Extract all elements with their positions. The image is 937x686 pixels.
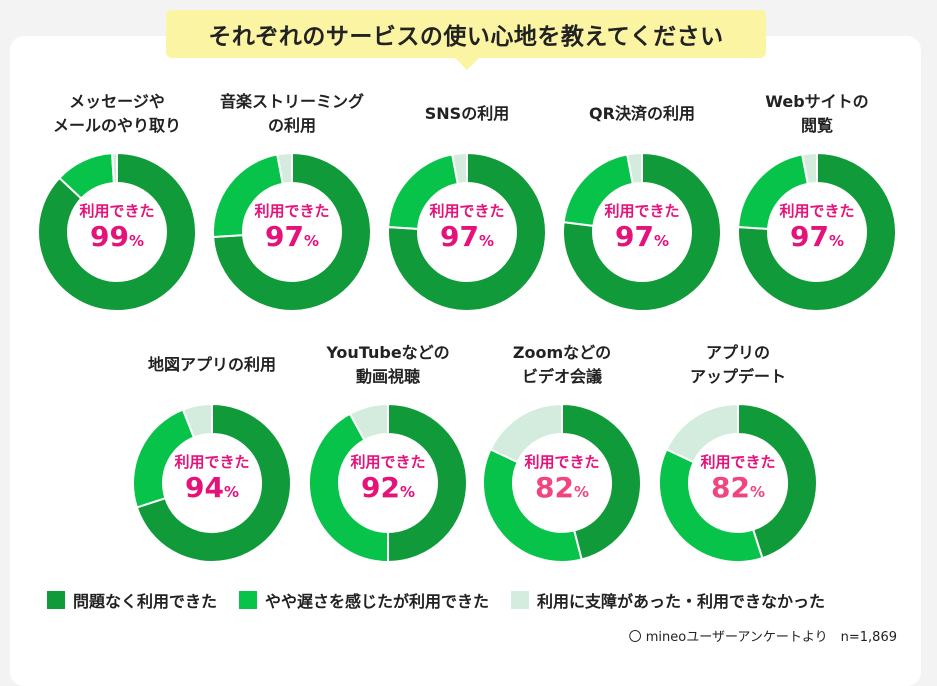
legend-swatch-slightly-slow xyxy=(239,591,258,609)
chart-label: Webサイトの 閲覧 xyxy=(765,92,869,135)
chart-label: アプリの アップデート xyxy=(689,343,786,386)
legend-label-slightly-slow: やや遅さを感じたが利用できた xyxy=(265,592,490,611)
donut-hole xyxy=(513,434,611,532)
usable-percent: 97% xyxy=(440,220,494,253)
donut-hole xyxy=(418,183,516,281)
percent-sign: % xyxy=(303,232,319,250)
donut-center: 利用できた 99% xyxy=(37,152,197,312)
donut-hole xyxy=(689,434,787,532)
donut-chart: 利用できた 97% xyxy=(387,152,547,312)
donut-chart: 利用できた 97% xyxy=(562,152,722,312)
donut-hole xyxy=(768,183,866,281)
donut-svg xyxy=(658,403,818,563)
donut-center: 利用できた 82% xyxy=(658,403,818,563)
title-pointer xyxy=(455,58,479,70)
usable-percent: 99% xyxy=(90,220,144,253)
percent-sign: % xyxy=(478,232,494,250)
legend-item-slightly-slow: やや遅さを感じたが利用できた xyxy=(239,588,489,612)
donut-center: 利用できた 92% xyxy=(308,403,468,563)
donut-center: 利用できた 97% xyxy=(212,152,372,312)
percent-sign: % xyxy=(653,232,669,250)
usable-caption: 利用できた xyxy=(174,453,250,471)
donut-svg xyxy=(132,403,292,563)
percent-sign: % xyxy=(828,232,844,250)
percent-sign: % xyxy=(573,483,589,501)
chart-label: SNSの利用 xyxy=(424,104,510,123)
page-title: それぞれのサービスの使い心地を教えてください xyxy=(166,10,766,58)
donut-hole xyxy=(593,183,691,281)
donut-chart: 利用できた 82% xyxy=(482,403,642,563)
donut-chart: 利用できた 94% xyxy=(132,403,292,563)
usable-percent: 97% xyxy=(790,220,844,253)
donut-center: 利用できた 97% xyxy=(737,152,897,312)
usable-percent: 82% xyxy=(535,471,589,504)
donut-svg xyxy=(562,152,722,312)
usable-caption: 利用できた xyxy=(779,202,855,220)
donut-svg xyxy=(212,152,372,312)
chart-label: メッセージや メールのやり取り xyxy=(52,92,181,135)
usable-caption: 利用できた xyxy=(350,453,426,471)
donut-svg xyxy=(482,403,642,563)
chart-label: Zoomなどの ビデオ会議 xyxy=(512,343,612,386)
source-note: 〇 mineoユーザーアンケートより n=1,869 xyxy=(628,630,897,645)
donut-hole xyxy=(163,434,261,532)
chart-label: 音楽ストリーミング の利用 xyxy=(219,92,364,135)
percent-sign: % xyxy=(223,483,239,501)
usable-caption: 利用できた xyxy=(524,453,600,471)
usable-percent: 94% xyxy=(185,471,239,504)
donut-svg xyxy=(387,152,547,312)
legend: 問題なく利用できた やや遅さを感じたが利用できた 利用に支障があった・利用できな… xyxy=(47,588,825,612)
chart-label: QR決済の利用 xyxy=(589,104,695,123)
donut-hole xyxy=(339,434,437,532)
percent-sign: % xyxy=(399,483,415,501)
donut-center: 利用できた 97% xyxy=(562,152,722,312)
usable-caption: 利用できた xyxy=(79,202,155,220)
percent-sign: % xyxy=(749,483,765,501)
donut-center: 利用できた 97% xyxy=(387,152,547,312)
donut-chart: 利用できた 99% xyxy=(37,152,197,312)
donut-chart: 利用できた 82% xyxy=(658,403,818,563)
usable-percent: 82% xyxy=(711,471,765,504)
usable-caption: 利用できた xyxy=(700,453,776,471)
donut-hole xyxy=(243,183,341,281)
usable-percent: 92% xyxy=(361,471,415,504)
donut-center: 利用できた 82% xyxy=(482,403,642,563)
slice-no-problem xyxy=(135,403,292,563)
usable-caption: 利用できた xyxy=(429,202,505,220)
legend-swatch-had-trouble xyxy=(511,591,530,609)
usable-percent: 97% xyxy=(265,220,319,253)
usable-percent: 97% xyxy=(615,220,669,253)
chart-label: 地図アプリの利用 xyxy=(147,355,276,374)
usable-caption: 利用できた xyxy=(604,202,680,220)
chart-label: YouTubeなどの 動画視聴 xyxy=(326,343,450,386)
donut-hole xyxy=(68,183,166,281)
chart-card xyxy=(10,36,921,686)
donut-center: 利用できた 94% xyxy=(132,403,292,563)
legend-swatch-no-problem xyxy=(47,591,65,609)
legend-item-no-problem: 問題なく利用できた xyxy=(47,588,217,612)
donut-chart: 利用できた 97% xyxy=(737,152,897,312)
legend-label-no-problem: 問題なく利用できた xyxy=(73,592,218,611)
legend-item-had-trouble: 利用に支障があった・利用できなかった xyxy=(511,588,825,612)
donut-chart: 利用できた 92% xyxy=(308,403,468,563)
usable-caption: 利用できた xyxy=(254,202,330,220)
percent-sign: % xyxy=(128,232,144,250)
donut-chart: 利用できた 97% xyxy=(212,152,372,312)
donut-svg xyxy=(737,152,897,312)
donut-svg xyxy=(308,403,468,563)
donut-svg xyxy=(37,152,197,312)
legend-label-had-trouble: 利用に支障があった・利用できなかった xyxy=(537,592,826,611)
